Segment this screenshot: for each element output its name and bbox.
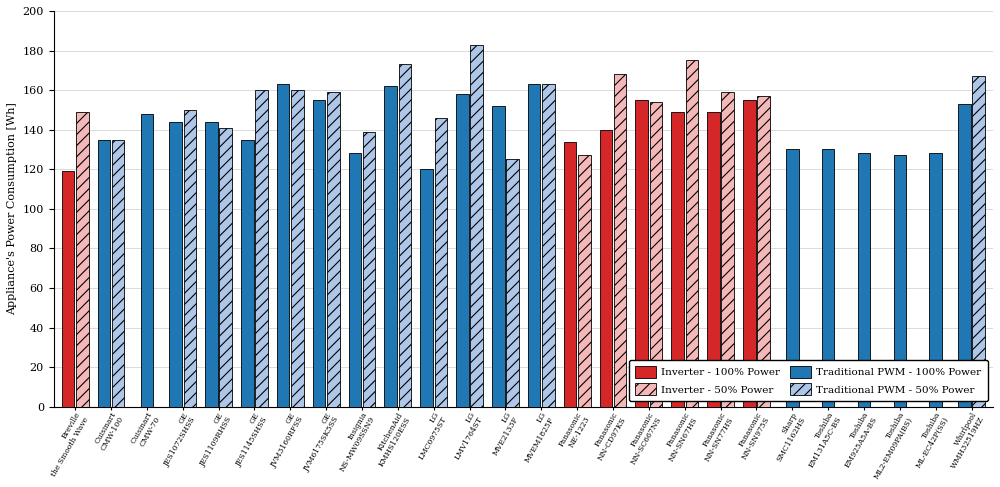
Bar <box>671 112 684 407</box>
Bar <box>721 92 734 407</box>
Bar <box>420 169 433 407</box>
Bar <box>384 86 397 407</box>
Bar <box>578 155 591 407</box>
Bar <box>757 96 770 407</box>
Bar <box>470 45 483 407</box>
Bar <box>219 128 232 407</box>
Bar <box>98 140 110 407</box>
Bar <box>614 74 626 407</box>
Bar <box>707 112 720 407</box>
Bar <box>112 140 124 407</box>
Bar <box>205 122 218 407</box>
Bar <box>277 84 289 407</box>
Bar <box>929 153 942 407</box>
Bar <box>958 104 971 407</box>
Bar <box>972 76 985 407</box>
Bar <box>542 84 555 407</box>
Bar <box>141 114 153 407</box>
Bar <box>184 110 196 407</box>
Bar <box>506 159 519 407</box>
Bar <box>435 118 447 407</box>
Y-axis label: Appliance's Power Consumption [Wh]: Appliance's Power Consumption [Wh] <box>7 102 17 315</box>
Bar <box>76 112 89 407</box>
Bar <box>313 100 325 407</box>
Bar <box>363 131 375 407</box>
Bar <box>564 142 576 407</box>
Bar <box>349 153 361 407</box>
Bar <box>492 106 505 407</box>
Bar <box>399 64 411 407</box>
Legend: Inverter - 100% Power, Inverter - 50% Power, Traditional PWM - 100% Power, Tradi: Inverter - 100% Power, Inverter - 50% Po… <box>629 360 988 401</box>
Bar <box>327 92 340 407</box>
Bar <box>241 140 254 407</box>
Bar <box>786 150 799 407</box>
Bar <box>686 60 698 407</box>
Bar <box>528 84 540 407</box>
Bar <box>743 100 756 407</box>
Bar <box>62 171 74 407</box>
Bar <box>169 122 182 407</box>
Bar <box>822 150 834 407</box>
Bar <box>650 102 662 407</box>
Bar <box>600 130 612 407</box>
Bar <box>858 153 870 407</box>
Bar <box>291 90 304 407</box>
Bar <box>456 94 469 407</box>
Bar <box>255 90 268 407</box>
Bar <box>894 155 906 407</box>
Bar <box>635 100 648 407</box>
